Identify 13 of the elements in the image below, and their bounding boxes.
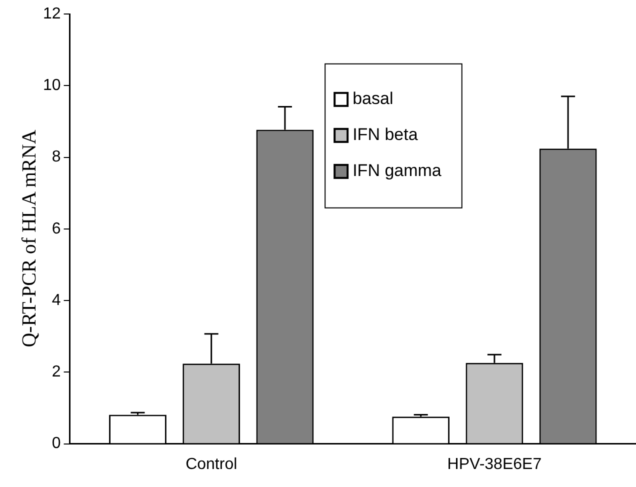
x-tick-label: HPV-38E6E7 [447,456,542,473]
y-tick-label: 2 [52,364,61,381]
y-tick-label: 12 [43,5,61,22]
y-tick-label: 4 [52,292,61,309]
legend-label: basal [352,89,394,108]
legend-label: IFN gamma [352,161,442,180]
y-tick-label: 6 [52,220,61,238]
y-axis-title: Q-RT-PCR of HLA mRNA [18,130,42,348]
legend-label: IFN beta [352,125,418,144]
x-tick-label: Control [186,456,238,473]
y-tick-label: 0 [52,435,61,452]
y-tick-label: 10 [43,77,61,94]
y-tick-label: 8 [52,148,61,166]
